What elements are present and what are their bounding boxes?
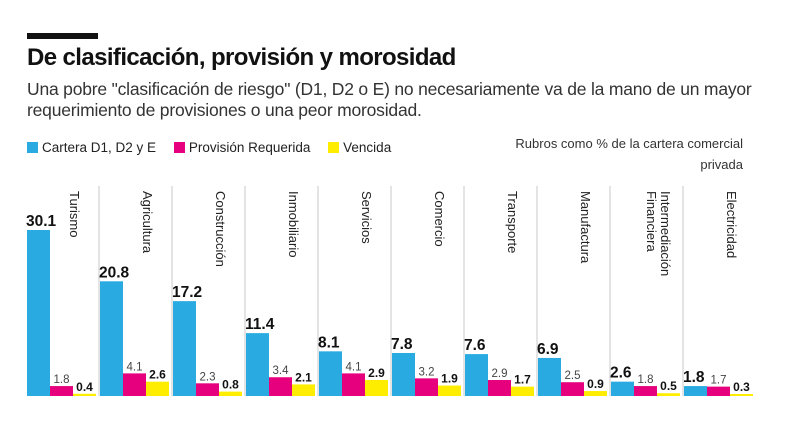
bar [50, 386, 73, 396]
data-label: 3.2 [419, 366, 435, 378]
data-label: 8.1 [318, 334, 340, 351]
data-label: 17.2 [172, 284, 202, 301]
bar [246, 333, 269, 396]
bar [146, 381, 169, 396]
data-label: 0.9 [587, 377, 604, 391]
category-label: IntermediaciónFinanciera [644, 191, 673, 276]
bar [342, 373, 365, 396]
bar [511, 386, 534, 396]
top-rule [27, 33, 98, 39]
bar [100, 281, 123, 396]
data-label: 1.7 [711, 375, 727, 387]
chart-title: De clasificación, provisión y morosidad [27, 44, 456, 71]
bar [292, 384, 315, 396]
bar [538, 357, 561, 396]
bar [707, 386, 730, 396]
units-note: Rubros como % de la cartera comercial pr… [515, 136, 743, 172]
data-label: 6.9 [537, 341, 559, 358]
data-label: 7.6 [464, 337, 486, 354]
data-label: 0.4 [76, 380, 93, 394]
data-label: 1.8 [54, 374, 70, 386]
category-label: Agricultura [140, 191, 155, 254]
bar [27, 230, 50, 396]
bar [657, 393, 680, 396]
category-label: Servicios [359, 191, 374, 244]
bar [438, 385, 461, 396]
legend-swatch-cartera [27, 142, 38, 153]
bar [611, 381, 634, 396]
data-label: 30.1 [26, 213, 57, 230]
bar [488, 380, 511, 396]
legend-item-vencida: Vencida [328, 140, 391, 155]
bar [465, 354, 488, 396]
legend-label-vencida: Vencida [343, 140, 392, 155]
legend: Cartera D1, D2 y E Provisión Requerida V… [27, 140, 405, 155]
data-label: 4.1 [127, 361, 143, 373]
data-label: 0.8 [222, 378, 239, 392]
data-label: 2.3 [200, 371, 216, 383]
bar [123, 373, 146, 396]
bar [319, 351, 342, 396]
data-label: 4.1 [346, 361, 362, 373]
data-label: 11.4 [245, 316, 275, 333]
bar [730, 394, 753, 396]
data-label: 1.7 [514, 373, 531, 387]
data-label: 2.1 [295, 370, 312, 384]
data-label: 2.9 [492, 368, 508, 380]
bar [196, 383, 219, 396]
legend-label-cartera: Cartera D1, D2 y E [42, 140, 157, 155]
legend-label-provision: Provisión Requerida [188, 140, 311, 155]
data-label: 0.5 [660, 379, 677, 393]
legend-item-provision: Provisión Requerida [173, 140, 311, 155]
category-label: Turismo [67, 191, 82, 237]
bar [584, 391, 607, 396]
bar [269, 377, 292, 396]
bar [634, 386, 657, 396]
data-label: 2.5 [565, 370, 581, 382]
data-label: 0.3 [733, 380, 750, 394]
data-label: 3.4 [273, 365, 290, 377]
legend-item-cartera: Cartera D1, D2 y E [27, 140, 156, 155]
data-label: 20.8 [99, 264, 130, 281]
bar [73, 393, 96, 396]
data-label: 2.6 [610, 365, 632, 382]
data-label: 1.8 [683, 369, 705, 386]
category-label: Manufactura [578, 191, 593, 264]
data-label: 1.8 [638, 374, 654, 386]
data-label: 1.9 [441, 372, 458, 386]
category-label: Construcción [213, 191, 228, 267]
bar [365, 380, 388, 396]
legend-swatch-vencida [328, 142, 340, 153]
bar [561, 382, 584, 396]
bar [219, 391, 242, 396]
legend-swatch-provision [173, 142, 185, 153]
bar [415, 378, 438, 396]
data-label: 2.9 [368, 366, 385, 380]
category-label: Transporte [505, 191, 520, 253]
bar [684, 386, 707, 396]
bar [392, 352, 415, 396]
category-label: Comercio [432, 191, 447, 247]
category-label: Electricidad [724, 191, 739, 258]
data-label: 2.6 [149, 368, 166, 382]
bar [173, 301, 196, 396]
data-label: 7.8 [391, 336, 413, 353]
category-label: Inmobiliario [286, 191, 301, 257]
chart-subtitle: Una pobre "clasificación de riesgo" (D1,… [27, 79, 752, 120]
